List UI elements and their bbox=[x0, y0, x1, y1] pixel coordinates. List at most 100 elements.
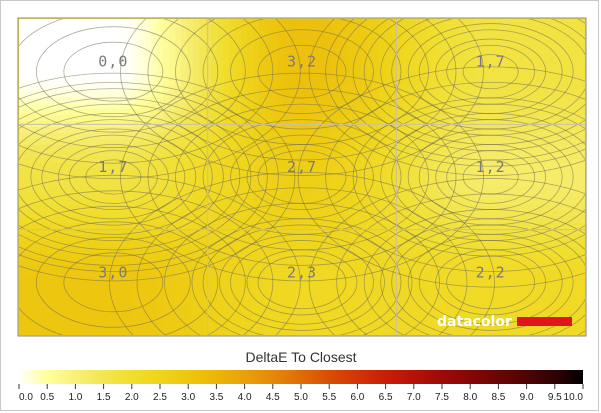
heat-pixel bbox=[55, 25, 62, 32]
heat-pixel bbox=[181, 217, 188, 224]
heat-pixel bbox=[217, 235, 224, 242]
heat-pixel bbox=[505, 223, 512, 230]
heat-pixel bbox=[289, 61, 296, 68]
heat-pixel bbox=[523, 307, 530, 314]
heat-pixel bbox=[331, 193, 338, 200]
heat-pixel bbox=[289, 241, 296, 248]
heat-pixel bbox=[565, 271, 572, 278]
heat-pixel bbox=[565, 265, 572, 272]
heat-pixel bbox=[199, 109, 206, 116]
heat-pixel bbox=[67, 241, 74, 248]
heat-pixel bbox=[193, 313, 200, 320]
heat-pixel bbox=[331, 61, 338, 68]
heat-pixel bbox=[445, 175, 452, 182]
heat-pixel bbox=[319, 67, 326, 74]
heat-pixel bbox=[499, 127, 506, 134]
heat-pixel bbox=[43, 163, 50, 170]
heat-pixel bbox=[283, 301, 290, 308]
heat-pixel bbox=[145, 157, 152, 164]
heat-pixel bbox=[55, 31, 62, 38]
heat-pixel bbox=[283, 25, 290, 32]
heat-pixel bbox=[133, 169, 140, 176]
heat-pixel bbox=[283, 67, 290, 74]
heat-pixel bbox=[253, 85, 260, 92]
heat-pixel bbox=[127, 325, 134, 332]
heat-pixel bbox=[487, 265, 494, 272]
heat-pixel bbox=[133, 115, 140, 122]
heat-pixel bbox=[151, 181, 158, 188]
heat-pixel bbox=[331, 265, 338, 272]
heat-pixel bbox=[253, 253, 260, 260]
heat-pixel bbox=[211, 67, 218, 74]
heat-pixel bbox=[247, 127, 254, 134]
heat-pixel bbox=[175, 127, 182, 134]
heat-pixel bbox=[259, 319, 266, 326]
heat-pixel bbox=[355, 61, 362, 68]
heat-pixel bbox=[55, 115, 62, 122]
heat-pixel bbox=[439, 43, 446, 50]
heat-pixel bbox=[391, 277, 398, 284]
heat-pixel bbox=[229, 229, 236, 236]
heat-pixel bbox=[463, 115, 470, 122]
heat-pixel bbox=[349, 211, 356, 218]
heat-pixel bbox=[133, 103, 140, 110]
heat-pixel bbox=[169, 307, 176, 314]
heat-pixel bbox=[157, 169, 164, 176]
heat-pixel bbox=[331, 19, 338, 26]
heat-pixel bbox=[559, 301, 566, 308]
heat-pixel bbox=[205, 211, 212, 218]
heat-pixel bbox=[271, 247, 278, 254]
heat-pixel bbox=[103, 217, 110, 224]
heat-pixel bbox=[343, 91, 350, 98]
heat-pixel bbox=[565, 181, 572, 188]
heat-pixel bbox=[301, 91, 308, 98]
heat-pixel bbox=[577, 181, 584, 188]
heat-pixel bbox=[403, 145, 410, 152]
heat-pixel bbox=[559, 109, 566, 116]
heat-pixel bbox=[451, 295, 458, 302]
heat-pixel bbox=[445, 73, 452, 80]
heat-pixel bbox=[97, 73, 104, 80]
heat-pixel bbox=[49, 67, 56, 74]
heat-pixel bbox=[91, 229, 98, 236]
heat-pixel bbox=[55, 247, 62, 254]
heat-pixel bbox=[73, 199, 80, 206]
heat-pixel bbox=[523, 181, 530, 188]
heat-pixel bbox=[241, 325, 248, 332]
heat-pixel bbox=[97, 145, 104, 152]
heat-pixel bbox=[175, 103, 182, 110]
heat-pixel bbox=[385, 289, 392, 296]
heat-pixel bbox=[253, 55, 260, 62]
heat-pixel bbox=[343, 325, 350, 332]
heat-pixel bbox=[181, 307, 188, 314]
heat-pixel bbox=[133, 175, 140, 182]
heat-pixel bbox=[421, 325, 428, 332]
heat-pixel bbox=[331, 91, 338, 98]
heat-pixel bbox=[445, 307, 452, 314]
heat-pixel bbox=[265, 199, 272, 206]
heat-pixel bbox=[499, 259, 506, 266]
heat-pixel bbox=[331, 79, 338, 86]
heat-pixel bbox=[511, 307, 518, 314]
heat-pixel bbox=[85, 301, 92, 308]
heat-pixel bbox=[277, 79, 284, 86]
heat-pixel bbox=[433, 223, 440, 230]
heat-pixel bbox=[529, 289, 536, 296]
heat-pixel bbox=[235, 91, 242, 98]
heat-pixel bbox=[97, 193, 104, 200]
heat-pixel bbox=[67, 283, 74, 290]
heat-pixel bbox=[361, 325, 368, 332]
heat-pixel bbox=[103, 115, 110, 122]
heat-pixel bbox=[541, 325, 548, 332]
heat-pixel bbox=[415, 277, 422, 284]
heat-pixel bbox=[151, 61, 158, 68]
heat-pixel bbox=[409, 37, 416, 44]
heat-pixel bbox=[469, 313, 476, 320]
heat-pixel bbox=[235, 277, 242, 284]
heat-pixel bbox=[433, 289, 440, 296]
heat-pixel bbox=[121, 43, 128, 50]
heat-pixel bbox=[67, 223, 74, 230]
heat-pixel bbox=[553, 115, 560, 122]
heat-pixel bbox=[319, 163, 326, 170]
heat-pixel bbox=[235, 97, 242, 104]
